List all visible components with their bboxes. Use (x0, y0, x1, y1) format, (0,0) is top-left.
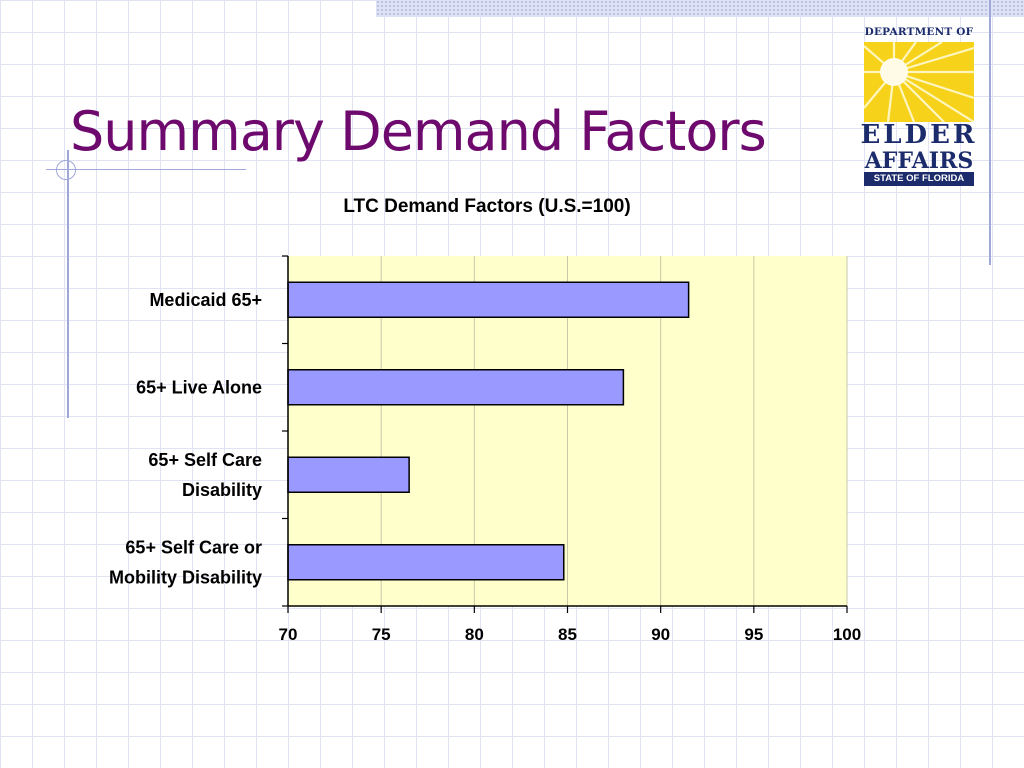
category-label-4: Mobility Disability (109, 567, 262, 587)
top-decorative-band (376, 0, 1024, 17)
logo-state-text: STATE OF FLORIDA (864, 172, 974, 186)
bar-2 (287, 369, 625, 406)
x-tick-label-80: 80 (465, 625, 484, 644)
x-tick-label-100: 100 (833, 625, 861, 644)
category-label-2: 65+ Live Alone (136, 377, 262, 397)
logo-department-text: DEPARTMENT OF (864, 26, 974, 38)
category-label-4: 65+ Self Care or (125, 537, 262, 557)
bar-1 (287, 281, 690, 318)
category-label-3: 65+ Self Care (148, 450, 262, 470)
x-tick-label-95: 95 (744, 625, 763, 644)
vertical-rule-right (989, 0, 991, 265)
elder-affairs-logo: DEPARTMENT OF ELDER AFFAIRS STATE OF FLO… (860, 22, 978, 188)
decorative-circle (56, 160, 76, 180)
sun-icon (864, 42, 974, 122)
vertical-rule-left (67, 150, 69, 418)
axes: 70 75 80 85 90 95 100 Medicaid 65+ 65+ Live Alon… (109, 255, 861, 644)
x-tick-label-70: 70 (279, 625, 298, 644)
x-tick-label-75: 75 (372, 625, 391, 644)
chart-title: LTC Demand Factors (U.S.=100) (343, 196, 630, 217)
bar-3 (287, 456, 410, 493)
x-tick-label-85: 85 (558, 625, 577, 644)
x-tick-label-90: 90 (651, 625, 670, 644)
category-label-3: Disability (182, 480, 262, 500)
bar-4 (287, 544, 565, 581)
bars (287, 281, 690, 581)
category-label-1: Medicaid 65+ (149, 290, 262, 310)
logo-elder-text: ELDER (860, 120, 978, 150)
slide-title: Summary Demand Factors (70, 100, 767, 163)
horizontal-rule-title (46, 169, 246, 170)
logo-affairs-text: AFFAIRS (864, 148, 974, 174)
